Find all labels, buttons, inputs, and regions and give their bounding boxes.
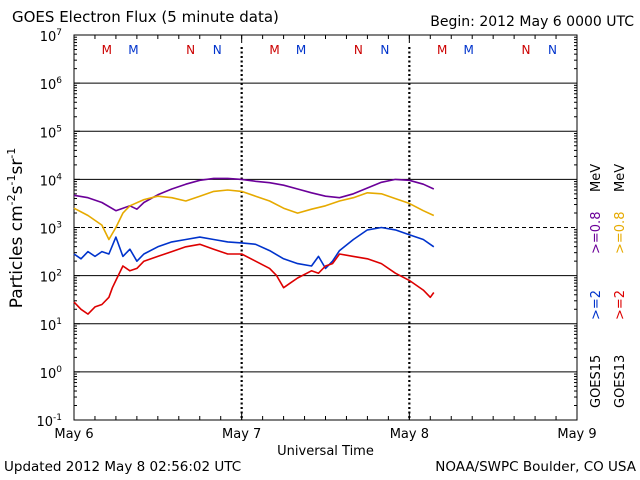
noon-local-marker: N (522, 43, 531, 57)
midnight-local-marker: M (464, 43, 474, 57)
midnight-local-marker: M (296, 43, 306, 57)
y-tick-label: 104 (40, 172, 63, 189)
legend: GOES15 >=2 >=0.8 MeV GOES13 >=2 >=0.8 MeV (589, 164, 628, 408)
x-tick-label: May 8 (390, 427, 429, 442)
legend-energy-high: >=0.8 (589, 212, 604, 254)
y-tick-label: 105 (40, 124, 62, 141)
begin-time-label: Begin: 2012 May 6 0000 UTC (430, 14, 634, 30)
y-tick-label: 10-1 (36, 413, 62, 430)
series-line (73, 243, 435, 315)
y-axis: 107 106 105 104 103 102 101 100 10-1 (36, 28, 577, 430)
legend-energy-high: >=0.8 (613, 212, 628, 254)
x-axis: May 6 May 7 May 8 May 9 (54, 35, 597, 442)
midnight-local-marker: M (437, 43, 447, 57)
y-tick-label: 103 (40, 221, 62, 238)
chart-title: GOES Electron Flux (5 minute data) (12, 8, 279, 26)
noon-local-marker: N (548, 43, 557, 57)
legend-satellite: GOES15 (589, 355, 604, 408)
midnight-markers (240, 47, 411, 420)
y-tick-label: 100 (40, 365, 63, 382)
y-axis-label: Particles cm-2s-1sr-1 (5, 148, 27, 309)
noon-local-marker: N (213, 43, 222, 57)
x-tick-label: May 7 (222, 427, 261, 442)
legend-energy-low: >=2 (589, 290, 604, 320)
midnight-local-marker: M (128, 43, 138, 57)
credit-label: NOAA/SWPC Boulder, CO USA (435, 459, 636, 475)
data-series (73, 177, 435, 315)
legend-satellite: GOES13 (613, 355, 628, 408)
series-line (73, 189, 435, 241)
x-tick-label: May 6 (54, 427, 93, 442)
midnight-local-marker: M (102, 43, 112, 57)
y-tick-label: 106 (40, 76, 63, 93)
legend-unit: MeV (589, 164, 604, 192)
midnight-local-marker: M (269, 43, 279, 57)
x-axis-label: Universal Time (277, 444, 374, 459)
y-tick-label: 107 (40, 28, 62, 45)
y-tick-label: 101 (40, 317, 62, 334)
noon-local-marker: N (380, 43, 389, 57)
legend-unit: MeV (613, 164, 628, 192)
noon-local-marker: N (354, 43, 363, 57)
horizontal-gridlines (74, 82, 577, 373)
series-line (73, 226, 435, 270)
legend-energy-low: >=2 (613, 290, 628, 320)
updated-timestamp: Updated 2012 May 8 02:56:02 UTC (4, 459, 242, 475)
noon-local-marker: N (186, 43, 195, 57)
y-tick-label: 102 (40, 269, 62, 286)
series-line (73, 177, 435, 212)
x-tick-label: May 9 (557, 427, 596, 442)
